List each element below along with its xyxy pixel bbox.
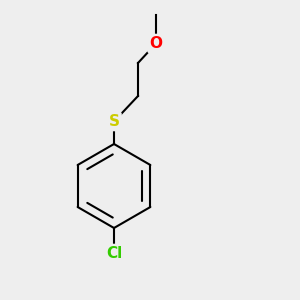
Text: O: O xyxy=(149,36,163,51)
Text: S: S xyxy=(109,114,119,129)
Text: Cl: Cl xyxy=(106,246,122,261)
